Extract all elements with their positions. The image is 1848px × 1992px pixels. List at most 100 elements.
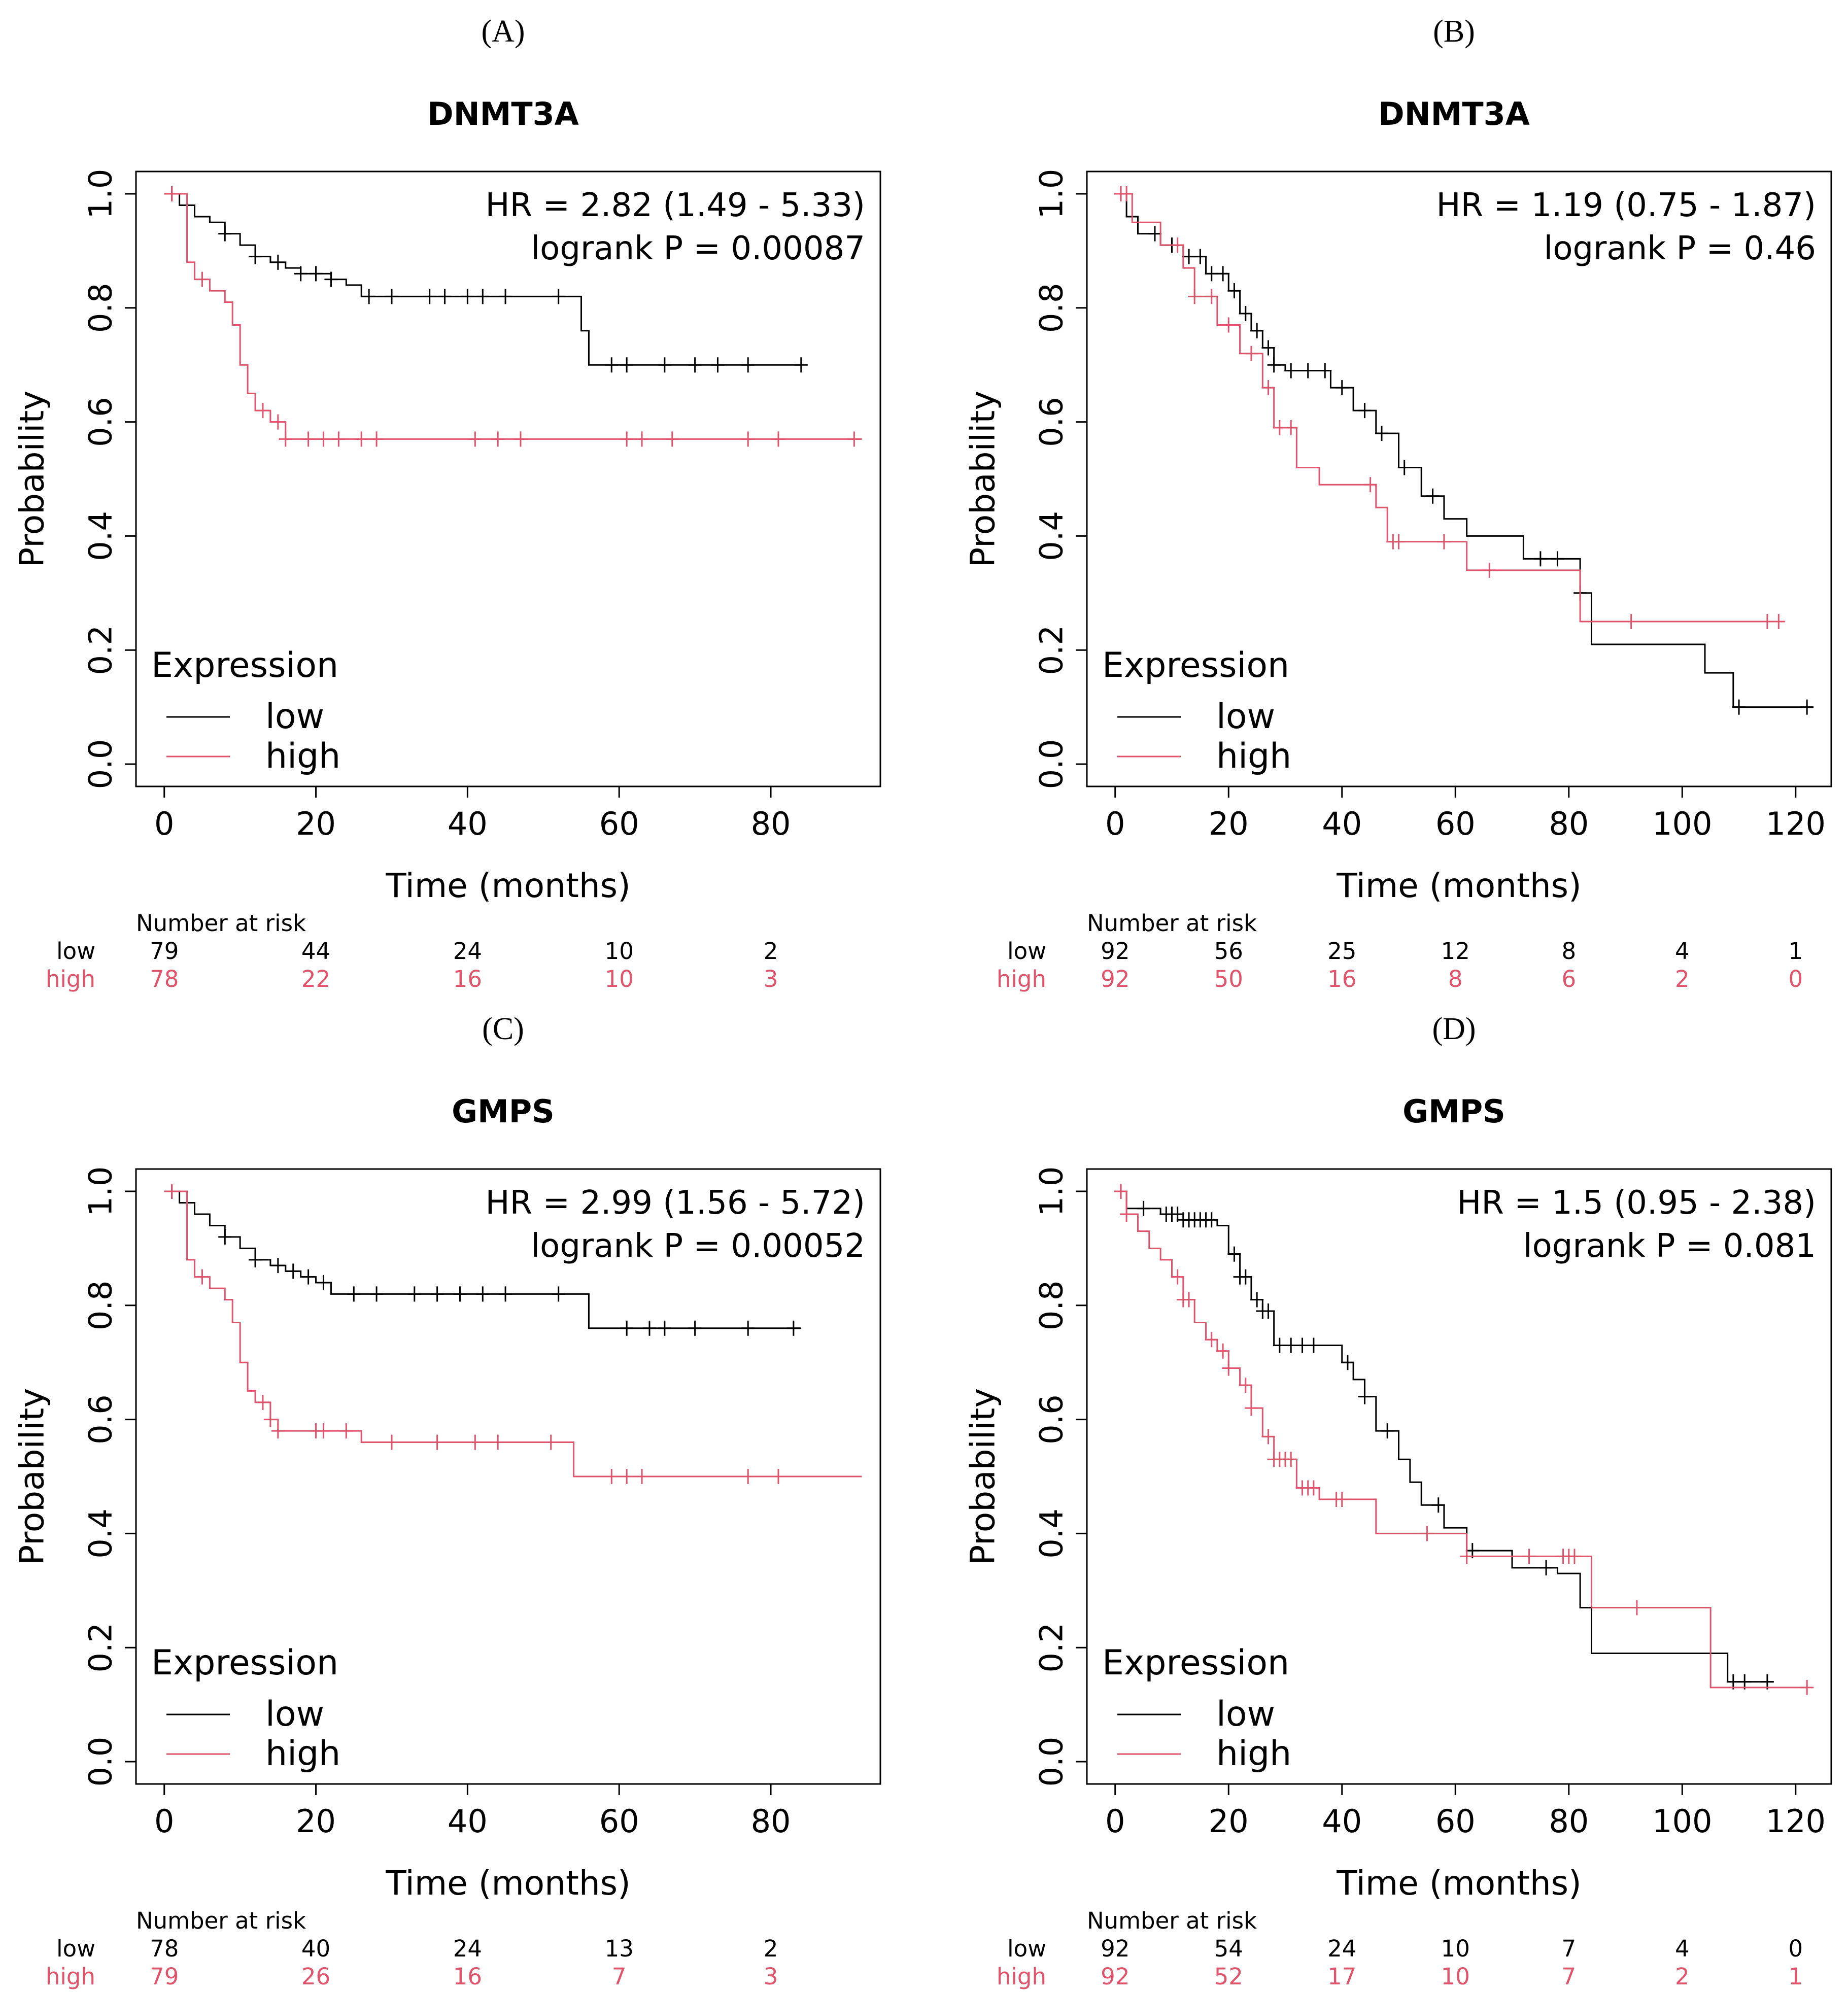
censor-mark-high — [165, 1184, 179, 1199]
legend-title: Expression — [1102, 645, 1289, 685]
risk-count-high: 3 — [764, 1963, 778, 1990]
legend-label-high: high — [1216, 736, 1291, 776]
censor-mark-low — [1250, 1292, 1264, 1308]
censor-mark-high — [430, 1434, 444, 1450]
censor-mark-low — [688, 1320, 702, 1336]
risk-count-high: 22 — [301, 966, 330, 992]
censor-mark-low — [461, 289, 474, 304]
censor-mark-low — [642, 1320, 656, 1336]
censor-mark-low — [1261, 340, 1275, 356]
survival-curve-low — [1115, 1190, 1773, 1683]
x-tick-label: 0 — [1105, 805, 1125, 842]
censor-mark-low — [499, 1286, 512, 1302]
risk-count-high: 16 — [453, 966, 482, 992]
logrank-p-text: logrank P = 0.081 — [1523, 1227, 1816, 1265]
x-tick-label: 80 — [751, 1803, 791, 1840]
hazard-ratio-text: HR = 2.82 (1.49 - 5.33) — [486, 187, 865, 224]
censor-mark-low — [605, 357, 619, 373]
censor-mark-low — [499, 289, 512, 304]
y-tick-label: 0.8 — [82, 1280, 119, 1330]
x-axis-title: Time (months) — [1336, 866, 1582, 905]
legend-label-low: low — [1216, 1694, 1275, 1734]
censor-mark-high — [1392, 534, 1406, 549]
risk-row-label-high: high — [46, 966, 95, 992]
censor-mark-high — [1120, 1206, 1134, 1222]
censor-mark-high — [741, 431, 755, 447]
x-tick-label: 20 — [1209, 1803, 1249, 1840]
censor-mark-low — [1732, 699, 1746, 715]
risk-count-low: 92 — [1101, 1935, 1130, 1962]
censor-mark-high — [468, 431, 482, 447]
censor-mark-low — [362, 289, 376, 304]
panel-label: (C) — [482, 1012, 524, 1046]
censor-mark-low — [1284, 1337, 1298, 1353]
censor-mark-high — [1284, 1452, 1298, 1467]
y-axis-title: Probability — [13, 1388, 52, 1565]
censor-mark-low — [1397, 460, 1411, 475]
censor-mark-high — [1630, 1600, 1644, 1616]
y-tick-label: 0.0 — [1033, 1737, 1070, 1787]
censor-mark-low — [294, 266, 307, 282]
risk-count-low: 24 — [453, 938, 482, 965]
y-tick-label: 0.0 — [1033, 739, 1070, 789]
censor-mark-high — [263, 1412, 277, 1427]
y-tick-label: 0.4 — [82, 511, 119, 561]
censor-mark-low — [1318, 363, 1332, 379]
risk-count-low: 7 — [1561, 1935, 1576, 1962]
legend-label-high: high — [265, 1734, 340, 1774]
y-tick-label: 0.6 — [82, 1394, 119, 1445]
logrank-p-text: logrank P = 0.00052 — [531, 1227, 865, 1265]
risk-count-low: 56 — [1214, 938, 1243, 965]
risk-count-high: 7 — [612, 1963, 627, 1990]
chart-title: DNMT3A — [427, 95, 578, 132]
y-axis-title: Probability — [964, 391, 1003, 568]
censor-mark-high — [847, 431, 861, 447]
censor-mark-low — [1261, 1303, 1275, 1319]
censor-mark-high — [355, 431, 368, 447]
censor-mark-low — [552, 289, 565, 304]
censor-mark-high — [1760, 614, 1774, 629]
risk-count-high: 92 — [1101, 966, 1130, 992]
risk-count-high: 26 — [301, 1963, 330, 1990]
censor-mark-high — [1273, 420, 1286, 435]
censor-mark-low — [1148, 226, 1161, 242]
y-axis-title: Probability — [964, 1388, 1003, 1565]
censor-mark-low — [620, 1320, 634, 1336]
risk-row-label-low: low — [1007, 938, 1046, 965]
censor-mark-low — [1227, 1246, 1241, 1262]
censor-mark-high — [256, 403, 269, 419]
panel-label: (D) — [1432, 1012, 1476, 1046]
y-tick-label: 0.8 — [1033, 1280, 1070, 1330]
censor-mark-high — [1363, 477, 1377, 493]
censor-mark-high — [301, 431, 315, 447]
legend-label-high: high — [265, 736, 340, 776]
hazard-ratio-text: HR = 1.5 (0.95 - 2.38) — [1457, 1184, 1816, 1222]
risk-count-low: 10 — [1441, 1935, 1470, 1962]
logrank-p-text: logrank P = 0.46 — [1544, 230, 1816, 267]
censor-mark-low — [1250, 323, 1264, 338]
x-tick-label: 0 — [154, 1803, 174, 1840]
panel-label: (B) — [1433, 14, 1475, 49]
x-tick-label: 120 — [1766, 805, 1826, 842]
censor-mark-low — [1335, 380, 1349, 396]
x-axis-title: Time (months) — [385, 1864, 631, 1903]
censor-mark-low — [1267, 357, 1281, 373]
censor-mark-low — [1375, 426, 1388, 441]
censor-mark-high — [370, 431, 384, 447]
risk-count-low: 12 — [1441, 938, 1470, 965]
censor-mark-high — [1114, 1184, 1127, 1199]
censor-mark-high — [332, 431, 346, 447]
x-tick-label: 100 — [1652, 805, 1712, 842]
risk-count-high: 2 — [1675, 966, 1690, 992]
y-tick-label: 0.8 — [1033, 283, 1070, 333]
y-tick-label: 0.4 — [1033, 1508, 1070, 1559]
censor-mark-low — [1426, 488, 1440, 504]
risk-count-low: 54 — [1214, 1935, 1243, 1962]
censor-mark-high — [1307, 1480, 1320, 1496]
censor-mark-low — [658, 1320, 671, 1336]
x-axis-title: Time (months) — [385, 866, 631, 905]
censor-mark-low — [438, 289, 452, 304]
